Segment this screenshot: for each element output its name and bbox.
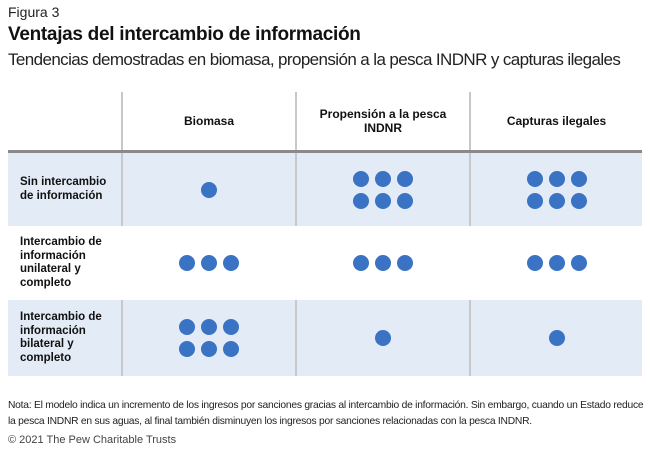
level-dot (527, 255, 543, 271)
level-dot (179, 319, 195, 335)
divider (295, 300, 297, 376)
level-dot (549, 255, 565, 271)
footnote: Nota: El modelo indica un incremento de … (8, 400, 644, 427)
level-dot (549, 192, 565, 209)
level-dot (201, 319, 217, 335)
dot-cell (471, 300, 643, 376)
level-dot (571, 170, 587, 187)
divider (295, 92, 297, 226)
level-dot (571, 192, 587, 209)
level-dot (397, 192, 413, 209)
level-dot (201, 181, 217, 198)
level-dot (549, 330, 565, 346)
dot-cell (297, 153, 469, 226)
divider (121, 300, 123, 376)
figure-label: Figura 3 (8, 4, 60, 20)
row-label: Intercambio de información unilateral y … (20, 236, 102, 289)
dot-cell (471, 226, 643, 300)
dot-cell (471, 153, 643, 226)
level-dot (201, 255, 217, 271)
row-background-3 (8, 300, 642, 376)
level-dot (223, 319, 239, 335)
copyright: © 2021 The Pew Charitable Trusts (8, 434, 177, 446)
figure-title: Ventajas del intercambio de información (8, 24, 361, 45)
divider (121, 92, 123, 226)
comparison-table: Biomasa Propensión a la pesca INDNR Capt… (8, 92, 642, 376)
level-dot (397, 170, 413, 187)
level-dot (571, 255, 587, 271)
level-dot (375, 330, 391, 346)
dot-cell (123, 226, 295, 300)
level-dot (179, 341, 195, 357)
level-dot (527, 170, 543, 187)
divider (469, 300, 471, 376)
dot-cell (123, 153, 295, 226)
level-dot (527, 192, 543, 209)
row-label: Intercambio de información bilateral y c… (20, 311, 102, 364)
level-dot (353, 170, 369, 187)
row-label: Sin intercambio de información (20, 176, 107, 202)
column-header-biomasa: Biomasa (183, 114, 235, 128)
row-background-1 (8, 153, 642, 226)
level-dot (179, 255, 195, 271)
divider (469, 92, 471, 226)
dot-cell (297, 226, 469, 300)
header-rule (8, 150, 642, 153)
column-header-capturas: Capturas ilegales (506, 114, 607, 128)
level-dot (549, 170, 565, 187)
dot-cell (123, 300, 295, 376)
level-dot (223, 341, 239, 357)
column-header-propension: Propensión a la pesca INDNR (319, 107, 447, 135)
level-dot (223, 255, 239, 271)
level-dot (375, 255, 391, 271)
level-dot (353, 192, 369, 209)
level-dot (353, 255, 369, 271)
dot-cell (297, 300, 469, 376)
level-dot (397, 255, 413, 271)
level-dot (201, 341, 217, 357)
level-dot (375, 170, 391, 187)
figure-subtitle: Tendencias demostradas en biomasa, prope… (8, 50, 621, 69)
level-dot (375, 192, 391, 209)
